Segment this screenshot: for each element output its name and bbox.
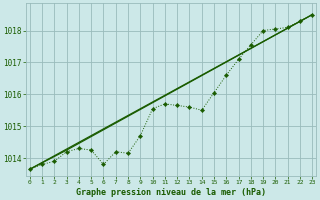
X-axis label: Graphe pression niveau de la mer (hPa): Graphe pression niveau de la mer (hPa)	[76, 188, 266, 197]
